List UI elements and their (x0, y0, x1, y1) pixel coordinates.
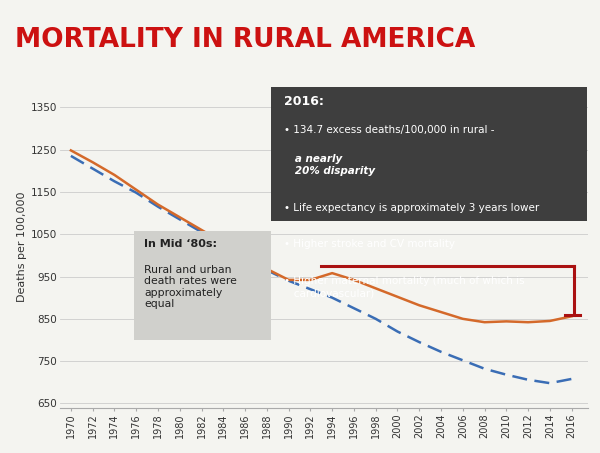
Text: MORTALITY IN RURAL AMERICA: MORTALITY IN RURAL AMERICA (15, 27, 475, 53)
Text: • Higher stroke and CV mortality: • Higher stroke and CV mortality (284, 240, 455, 250)
FancyBboxPatch shape (271, 87, 587, 221)
FancyBboxPatch shape (134, 231, 271, 340)
Text: • Higher maternal mortality (much of which is
   cardiovascular): • Higher maternal mortality (much of whi… (284, 276, 525, 298)
Text: a nearly
   20% disparity: a nearly 20% disparity (284, 154, 376, 176)
Text: • Life expectancy is approximately 3 years lower: • Life expectancy is approximately 3 yea… (284, 202, 539, 212)
Text: • 134.7 excess deaths/100,000 in rural -: • 134.7 excess deaths/100,000 in rural - (284, 125, 498, 135)
Text: Rural and urban
death rates were
approximately
equal: Rural and urban death rates were approxi… (145, 265, 238, 309)
Y-axis label: Deaths per 100,000: Deaths per 100,000 (17, 192, 26, 302)
Text: In Mid ‘80s:: In Mid ‘80s: (145, 239, 217, 249)
Text: 2016:: 2016: (284, 95, 324, 108)
